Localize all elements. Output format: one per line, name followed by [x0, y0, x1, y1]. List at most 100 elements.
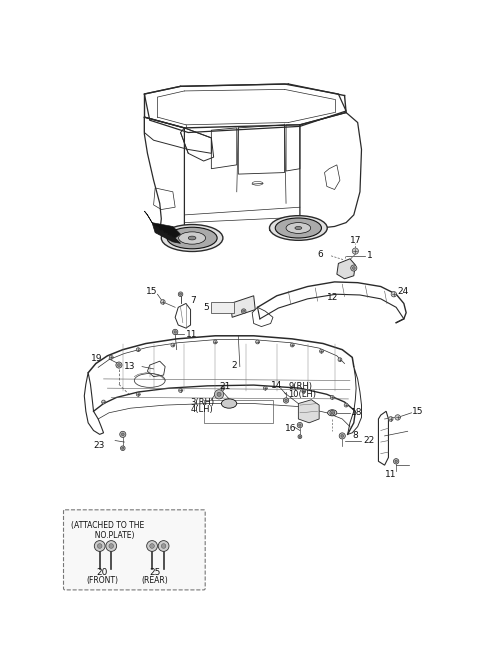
- Circle shape: [160, 300, 165, 304]
- Text: 6: 6: [317, 250, 323, 259]
- Text: 20: 20: [96, 568, 108, 577]
- Circle shape: [122, 447, 124, 450]
- Text: 18: 18: [351, 408, 362, 418]
- Polygon shape: [299, 399, 319, 423]
- Text: (REAR): (REAR): [142, 576, 168, 585]
- Circle shape: [109, 544, 114, 548]
- Circle shape: [299, 424, 301, 426]
- Circle shape: [330, 395, 334, 399]
- Circle shape: [391, 291, 396, 297]
- Ellipse shape: [286, 222, 311, 233]
- Circle shape: [150, 544, 155, 548]
- Text: 25: 25: [149, 568, 161, 577]
- Circle shape: [339, 433, 345, 439]
- Bar: [211, 302, 234, 313]
- Polygon shape: [144, 211, 180, 243]
- Circle shape: [136, 392, 140, 396]
- Circle shape: [121, 433, 124, 436]
- Circle shape: [136, 348, 140, 351]
- Circle shape: [256, 340, 260, 344]
- Text: 12: 12: [327, 293, 338, 302]
- Circle shape: [102, 400, 106, 404]
- Circle shape: [241, 309, 246, 313]
- Text: 5: 5: [204, 303, 209, 312]
- Circle shape: [283, 397, 289, 403]
- Text: 19: 19: [90, 355, 102, 363]
- Text: 23: 23: [94, 442, 105, 450]
- Circle shape: [215, 389, 224, 399]
- Circle shape: [120, 446, 125, 450]
- Ellipse shape: [179, 232, 205, 244]
- Circle shape: [217, 392, 221, 396]
- Polygon shape: [337, 259, 355, 279]
- Circle shape: [106, 540, 117, 551]
- Circle shape: [109, 355, 113, 359]
- Circle shape: [341, 434, 344, 438]
- Text: 9(RH): 9(RH): [288, 382, 312, 391]
- Text: 15: 15: [146, 287, 157, 296]
- Circle shape: [264, 386, 267, 390]
- Text: 11: 11: [186, 330, 197, 339]
- Ellipse shape: [295, 226, 302, 230]
- Text: 8: 8: [352, 432, 358, 440]
- Text: 13: 13: [124, 362, 136, 371]
- Text: 15: 15: [412, 407, 424, 415]
- Circle shape: [243, 310, 245, 312]
- Circle shape: [352, 267, 355, 269]
- Text: 10(LH): 10(LH): [288, 390, 316, 399]
- Circle shape: [302, 389, 306, 393]
- Ellipse shape: [161, 224, 223, 251]
- Ellipse shape: [167, 227, 217, 248]
- Ellipse shape: [188, 236, 196, 240]
- Circle shape: [297, 422, 302, 428]
- Circle shape: [285, 399, 287, 401]
- Circle shape: [299, 436, 301, 438]
- Text: 7: 7: [191, 296, 196, 305]
- Circle shape: [221, 386, 225, 390]
- Text: 2: 2: [232, 361, 237, 369]
- Text: 22: 22: [363, 436, 374, 445]
- Circle shape: [161, 544, 166, 548]
- Circle shape: [174, 331, 176, 333]
- Circle shape: [395, 415, 400, 420]
- Circle shape: [178, 292, 183, 297]
- Circle shape: [331, 411, 333, 414]
- Text: 16: 16: [285, 424, 296, 433]
- Text: 3(RH): 3(RH): [191, 397, 215, 407]
- Text: 24: 24: [397, 287, 408, 297]
- Polygon shape: [230, 296, 255, 317]
- Text: (ATTACHED TO THE: (ATTACHED TO THE: [71, 520, 144, 530]
- Ellipse shape: [269, 216, 327, 240]
- Circle shape: [338, 358, 342, 361]
- Circle shape: [290, 343, 294, 347]
- Circle shape: [171, 343, 175, 347]
- Text: (FRONT): (FRONT): [86, 576, 118, 585]
- Text: 21: 21: [219, 382, 230, 391]
- Ellipse shape: [221, 399, 237, 408]
- Text: 4(LH): 4(LH): [191, 405, 213, 414]
- Circle shape: [320, 349, 324, 353]
- Ellipse shape: [328, 409, 337, 416]
- Circle shape: [172, 329, 178, 335]
- Circle shape: [94, 540, 105, 551]
- FancyBboxPatch shape: [63, 510, 205, 590]
- Circle shape: [147, 540, 157, 551]
- Bar: [204, 399, 273, 423]
- Circle shape: [120, 432, 126, 438]
- Text: NO.PLATE): NO.PLATE): [71, 530, 135, 540]
- Polygon shape: [152, 222, 180, 238]
- Circle shape: [394, 459, 399, 464]
- Circle shape: [330, 411, 335, 415]
- Text: 11: 11: [384, 470, 396, 479]
- Circle shape: [97, 544, 102, 548]
- Circle shape: [298, 435, 302, 439]
- Circle shape: [351, 265, 357, 271]
- Circle shape: [179, 389, 182, 392]
- Circle shape: [118, 363, 120, 367]
- Circle shape: [352, 248, 359, 255]
- Circle shape: [344, 403, 348, 407]
- Circle shape: [116, 362, 122, 368]
- Circle shape: [180, 293, 181, 295]
- Circle shape: [395, 460, 397, 462]
- Circle shape: [213, 340, 217, 344]
